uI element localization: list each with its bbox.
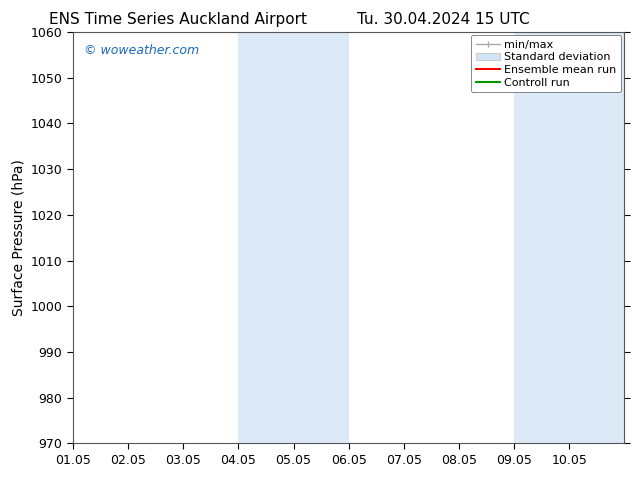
Bar xyxy=(238,32,349,443)
Bar xyxy=(514,32,624,443)
Legend: min/max, Standard deviation, Ensemble mean run, Controll run: min/max, Standard deviation, Ensemble me… xyxy=(471,35,621,93)
Text: © woweather.com: © woweather.com xyxy=(84,44,199,57)
Text: Tu. 30.04.2024 15 UTC: Tu. 30.04.2024 15 UTC xyxy=(358,12,530,27)
Text: ENS Time Series Auckland Airport: ENS Time Series Auckland Airport xyxy=(49,12,306,27)
Y-axis label: Surface Pressure (hPa): Surface Pressure (hPa) xyxy=(11,159,25,316)
